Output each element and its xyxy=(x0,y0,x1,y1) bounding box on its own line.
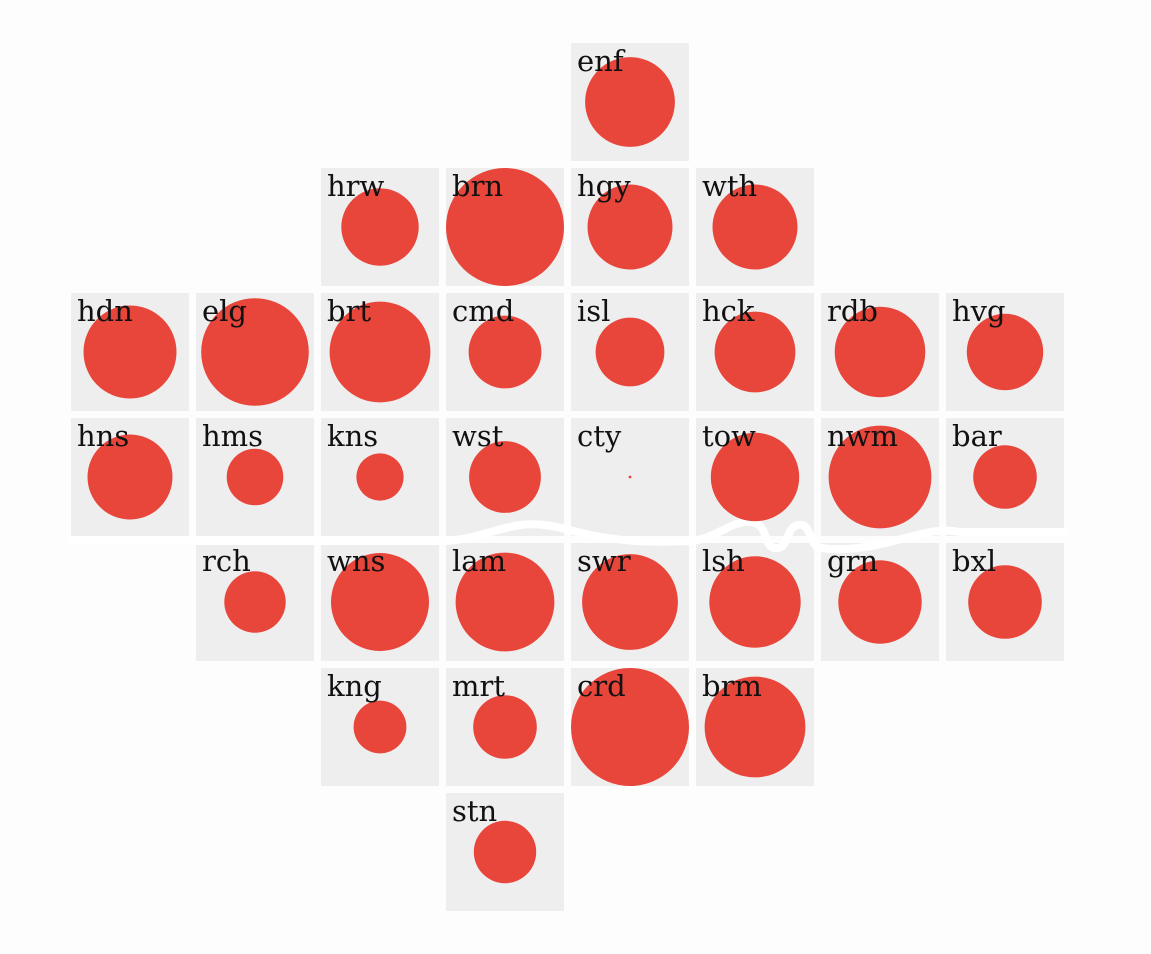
tile-label-wns: wns xyxy=(327,544,385,578)
tile-label-crd: crd xyxy=(577,669,626,703)
circle-hvg xyxy=(966,313,1044,391)
tile-label-cmd: cmd xyxy=(452,294,514,328)
tile-label-brt: brt xyxy=(327,294,371,328)
circle-hdn xyxy=(83,305,177,399)
circle-kns xyxy=(356,453,404,501)
tile-label-hgy: hgy xyxy=(577,169,631,203)
tile-label-wst: wst xyxy=(452,419,504,453)
tile-label-kns: kns xyxy=(327,419,378,453)
circle-hrw xyxy=(341,188,419,266)
circle-bar xyxy=(973,445,1037,509)
circle-tow xyxy=(710,432,800,522)
circle-nwm xyxy=(828,425,932,529)
circle-isl xyxy=(595,317,665,387)
tile-label-hdn: hdn xyxy=(77,294,133,328)
circle-crd xyxy=(571,668,689,786)
tile-label-brm: brm xyxy=(702,669,762,703)
tile-label-isl: isl xyxy=(577,294,610,328)
circle-wth xyxy=(712,184,798,270)
tile-label-rdb: rdb xyxy=(827,294,878,328)
tile-label-hns: hns xyxy=(77,419,129,453)
tile-label-swr: swr xyxy=(577,544,631,578)
tile-label-rch: rch xyxy=(202,544,251,578)
circle-rdb xyxy=(834,306,926,398)
circle-lsh xyxy=(709,556,801,648)
circle-swr xyxy=(582,554,678,650)
circle-wst xyxy=(469,441,541,513)
tile-label-hms: hms xyxy=(202,419,263,453)
circle-hms xyxy=(226,448,284,506)
circle-brm xyxy=(704,676,806,778)
circles-layer xyxy=(83,57,1044,884)
tile-label-tow: tow xyxy=(702,419,756,453)
tile-label-bxl: bxl xyxy=(952,544,996,578)
circle-brn xyxy=(446,168,564,286)
circle-lam xyxy=(455,552,555,652)
tile-label-nwm: nwm xyxy=(827,419,898,453)
circle-bxl xyxy=(968,565,1042,639)
circle-cty xyxy=(628,475,632,479)
circle-stn xyxy=(473,820,537,884)
tile-label-hvg: hvg xyxy=(952,294,1006,328)
circle-elg xyxy=(201,298,309,406)
tile-label-stn: stn xyxy=(452,794,497,828)
tile-label-cty: cty xyxy=(577,419,622,453)
circle-hgy xyxy=(587,184,673,270)
tile-label-brn: brn xyxy=(452,169,503,203)
tile-label-hck: hck xyxy=(702,294,755,328)
tile-label-enf: enf xyxy=(577,44,626,78)
circle-kng xyxy=(353,700,407,754)
tile-label-wth: wth xyxy=(702,169,757,203)
tile-label-lsh: lsh xyxy=(702,544,745,578)
circle-enf xyxy=(585,57,675,147)
tile-label-hrw: hrw xyxy=(327,169,385,203)
tile-label-lam: lam xyxy=(452,544,506,578)
circle-rch xyxy=(224,571,286,633)
circle-mrt xyxy=(473,695,537,759)
circle-brt xyxy=(329,301,431,403)
circle-hns xyxy=(87,434,173,520)
circle-grn xyxy=(838,560,922,644)
tile-label-elg: elg xyxy=(202,294,247,328)
tile-label-kng: kng xyxy=(327,669,382,703)
tile-label-bar: bar xyxy=(952,419,1002,453)
tile-label-mrt: mrt xyxy=(452,669,505,703)
circle-cmd xyxy=(468,315,542,389)
circle-wns xyxy=(331,553,429,651)
tile-label-grn: grn xyxy=(827,544,878,578)
circle-hck xyxy=(714,311,796,393)
river-thames-line xyxy=(67,517,1068,554)
labels-layer: enf hrw brn hgy wth hdn elg brt cmd isl hck rdb hvg h… xyxy=(77,44,1006,828)
